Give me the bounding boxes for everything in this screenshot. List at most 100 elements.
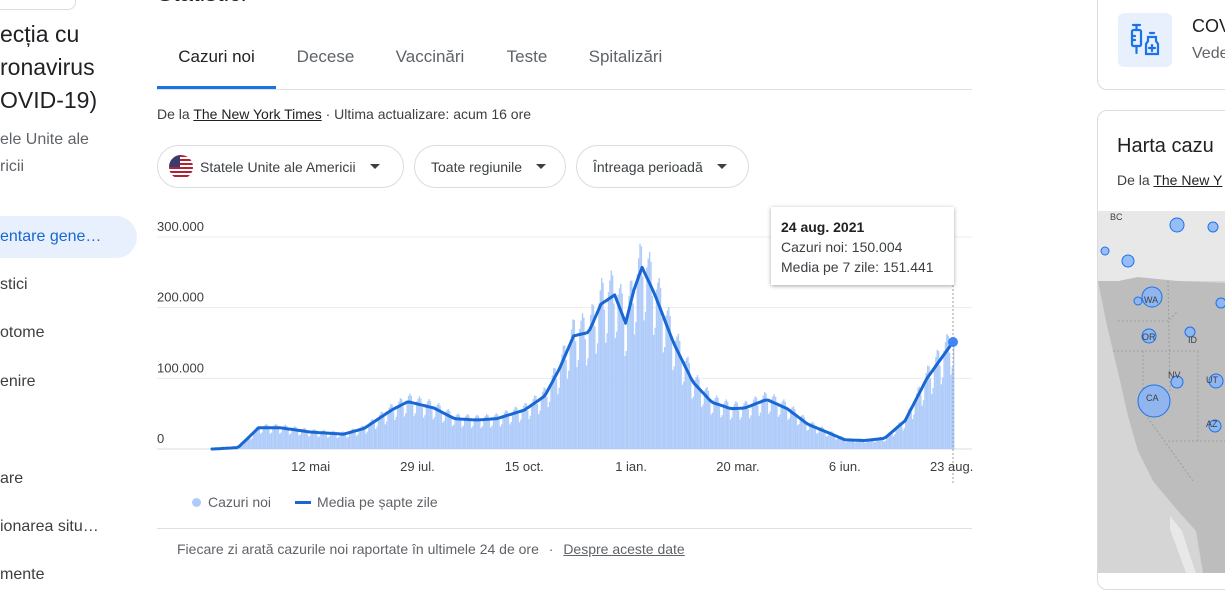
case-bar	[680, 361, 681, 449]
case-bar	[657, 283, 658, 449]
case-bar	[704, 391, 705, 449]
case-bar	[539, 411, 540, 449]
case-bar	[519, 422, 520, 449]
period-filter[interactable]: Întreaga perioadă	[576, 145, 749, 188]
case-bar	[948, 336, 949, 449]
case-bar	[665, 315, 666, 449]
case-bar	[415, 413, 416, 449]
map-source-link[interactable]: The New Y	[1153, 172, 1222, 188]
case-bar	[471, 428, 472, 449]
case-bar	[806, 430, 807, 449]
tab-new-cases[interactable]: Cazuri noi	[157, 36, 276, 89]
case-bar	[652, 296, 653, 449]
case-bar	[734, 404, 735, 449]
about-data-link[interactable]: Despre aceste date	[563, 541, 684, 557]
region-filter-label: Toate regiunile	[431, 159, 522, 175]
case-bar	[383, 417, 384, 449]
case-bar	[259, 429, 260, 449]
case-bar	[938, 351, 939, 449]
case-bar	[853, 441, 854, 449]
case-bar	[874, 442, 875, 449]
case-bar	[885, 441, 886, 449]
chevron-down-icon	[536, 164, 546, 169]
map-card-title: Harta cazu	[1117, 135, 1214, 158]
case-bar	[571, 329, 572, 449]
x-tick-label: 15 oct.	[505, 459, 544, 474]
case-bar	[426, 404, 427, 449]
sidebar-item-resources[interactable]: mente	[0, 554, 137, 596]
period-filter-label: Întreaga perioadă	[593, 159, 703, 175]
case-bar	[720, 417, 721, 449]
sidebar-item-care[interactable]: are	[0, 458, 137, 500]
sidebar-item-overview[interactable]: entare gene…	[0, 216, 137, 258]
case-bar	[386, 422, 387, 449]
legend-average-swatch	[295, 501, 311, 504]
case-bar	[778, 417, 779, 449]
map-bubble-4	[1134, 297, 1142, 305]
case-bar	[694, 380, 695, 449]
x-tick-label: 6 iun.	[829, 459, 861, 474]
y-tick-label: 200.000	[157, 290, 204, 305]
case-bar	[809, 424, 810, 449]
case-bar	[576, 367, 577, 449]
case-bar	[461, 427, 462, 449]
case-bar	[316, 433, 317, 449]
cases-map[interactable]: BC WA OR ID NV UT CA AZ	[1098, 211, 1225, 573]
case-bar	[656, 289, 657, 449]
tab-tests[interactable]: Teste	[487, 36, 567, 88]
case-bar	[800, 417, 801, 450]
case-bar	[835, 439, 836, 449]
case-bar	[738, 410, 739, 449]
case-bar	[645, 312, 646, 449]
case-bar	[268, 429, 269, 449]
region-filter[interactable]: Toate regiunile	[414, 145, 566, 188]
case-bar	[594, 326, 595, 449]
case-bar	[531, 403, 532, 449]
case-bar	[805, 424, 806, 449]
case-bar	[911, 412, 912, 449]
case-bar	[624, 356, 625, 449]
case-bar	[385, 424, 386, 449]
tab-vaccinations[interactable]: Vaccinări	[383, 36, 477, 88]
case-bar	[711, 414, 712, 449]
case-bar	[470, 421, 471, 449]
case-bar	[326, 434, 327, 449]
case-bar	[450, 418, 451, 449]
case-bar	[605, 343, 606, 449]
sidebar-item-situation[interactable]: ionarea situ…	[0, 506, 137, 548]
case-bar	[913, 415, 914, 449]
case-bar	[590, 315, 591, 449]
case-bar	[308, 437, 309, 449]
case-bar	[730, 420, 731, 449]
case-bar	[585, 339, 586, 449]
case-bar	[546, 396, 547, 449]
case-bar	[522, 409, 523, 449]
map-label-wa: WA	[1144, 295, 1158, 305]
case-bar	[320, 432, 321, 449]
tab-hospitalizations[interactable]: Spitalizări	[577, 36, 674, 88]
case-bar	[596, 354, 597, 449]
map-source: De la The New Y	[1117, 172, 1222, 188]
sidebar-item-statistics[interactable]: stici	[0, 264, 137, 306]
case-bar	[405, 413, 406, 449]
footnote-separator: ·	[549, 541, 554, 557]
case-bar	[824, 432, 825, 449]
case-bar	[700, 392, 701, 449]
case-bar	[482, 426, 483, 449]
sidebar-item-prevention[interactable]: enire	[0, 361, 137, 403]
case-bar	[502, 415, 503, 449]
case-bar	[568, 371, 569, 449]
case-bar	[579, 329, 580, 449]
map-label-ca: CA	[1146, 393, 1159, 403]
case-bar	[301, 430, 302, 449]
case-bar	[260, 434, 261, 449]
chevron-down-icon	[370, 164, 380, 169]
case-bar	[307, 432, 308, 449]
country-filter[interactable]: Statele Unite ale Americii	[157, 145, 404, 188]
back-button[interactable]	[0, 0, 76, 10]
source-link[interactable]: The New York Times	[193, 106, 321, 122]
tab-deaths[interactable]: Decese	[278, 36, 373, 88]
case-bar	[550, 383, 551, 449]
sidebar-item-symptoms[interactable]: otome	[0, 312, 137, 354]
